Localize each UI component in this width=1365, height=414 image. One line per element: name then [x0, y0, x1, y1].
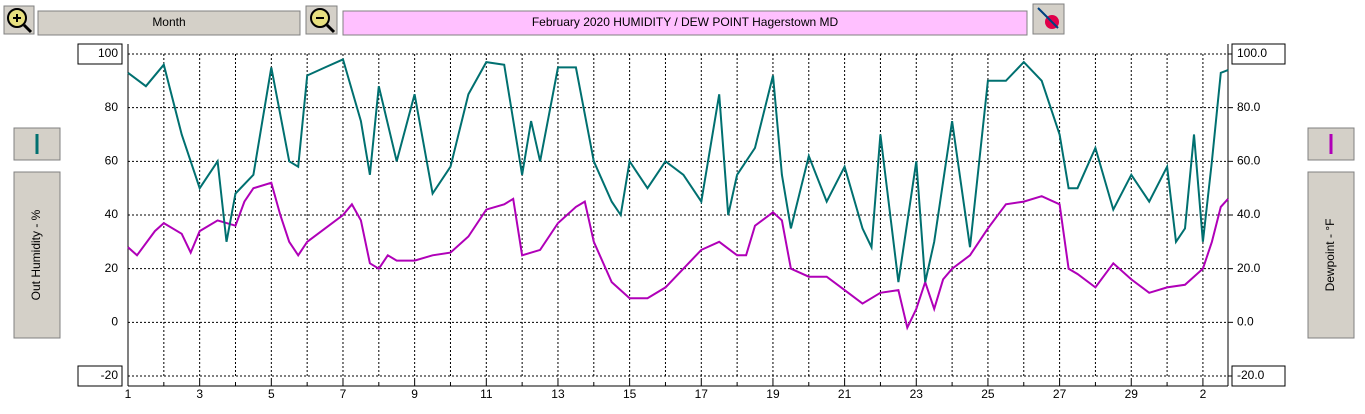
y2-tick-label: 100.0: [1237, 46, 1267, 60]
x-tick-label: 2: [1200, 387, 1207, 401]
x-tick-label: 27: [1053, 387, 1067, 401]
y-tick-label: -20: [101, 368, 119, 382]
x-tick-label: 1: [125, 387, 132, 401]
y2-tick-label: -20.0: [1237, 368, 1265, 382]
series-button[interactable]: [1307, 171, 1355, 339]
options-button[interactable]: [1032, 3, 1065, 35]
y2-tick-box: [1231, 365, 1286, 387]
series-line: [127, 181, 1229, 331]
x-tick-label: 25: [981, 387, 995, 401]
x-tick-label: 13: [551, 387, 565, 401]
y-tick-label: 80: [105, 100, 119, 114]
x-tick-label: 7: [340, 387, 347, 401]
zoom-in-button[interactable]: [3, 5, 35, 35]
y-tick-box: [77, 365, 123, 387]
y2-tick-label: 60.0: [1237, 154, 1261, 168]
range-label: Month: [152, 15, 185, 29]
x-tick-label: 15: [623, 387, 637, 401]
x-tick-label: 17: [695, 387, 709, 401]
x-tick-label: 29: [1125, 387, 1139, 401]
title-box: [342, 10, 1028, 36]
y2-tick-label: 40.0: [1237, 207, 1261, 221]
y-tick-label: 20: [105, 261, 119, 275]
y2-tick-label: 20.0: [1237, 261, 1261, 275]
range-button[interactable]: [37, 10, 301, 36]
x-tick-label: 11: [480, 387, 493, 401]
x-tick-label: 9: [411, 387, 418, 401]
series-line: [127, 58, 1229, 283]
legend-label: Out Humidity - %: [29, 209, 43, 300]
x-tick-label: 3: [196, 387, 203, 401]
y2-tick-label: 0.0: [1237, 315, 1254, 329]
y-tick-box: [77, 43, 123, 65]
series-button[interactable]: [13, 171, 61, 339]
y-tick-label: 60: [105, 154, 119, 168]
y-tick-label: 40: [105, 207, 119, 221]
chart-title: February 2020 HUMIDITY / DEW POINT Hager…: [532, 15, 839, 29]
zoom-out-button[interactable]: [305, 5, 338, 35]
y-tick-label: 100: [98, 46, 118, 60]
x-tick-label: 23: [910, 387, 924, 401]
x-tick-label: 5: [268, 387, 275, 401]
y2-tick-box: [1231, 43, 1286, 65]
legend-label: Dewpoint - °F: [1323, 219, 1337, 292]
x-tick-label: 19: [766, 387, 780, 401]
y2-tick-label: 80.0: [1237, 100, 1261, 114]
y-tick-label: 0: [111, 315, 118, 329]
x-tick-label: 21: [838, 387, 852, 401]
